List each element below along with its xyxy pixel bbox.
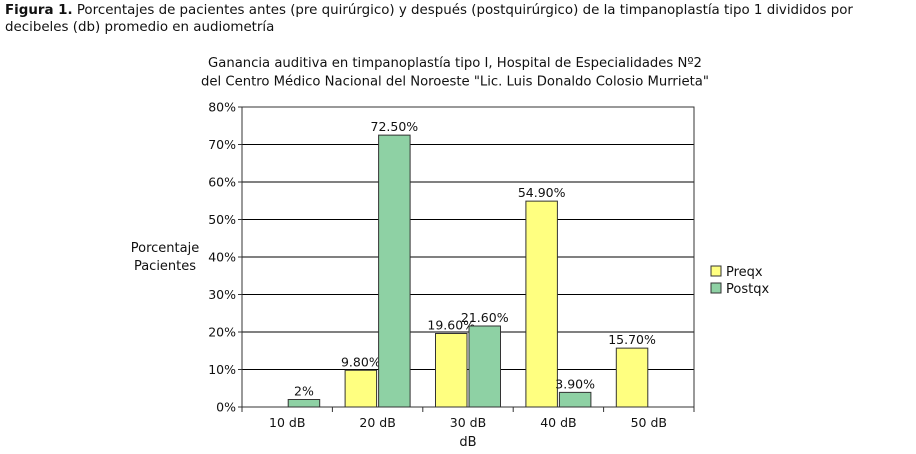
bar-postqx — [468, 325, 501, 408]
bar-preqx — [435, 333, 468, 408]
data-label: 54.90% — [518, 185, 566, 200]
bar-preqx — [344, 369, 378, 408]
y-tick-label: 0% — [216, 400, 236, 415]
x-tick-label: 20 dB — [359, 415, 395, 430]
y-tick-label: 40% — [208, 250, 236, 265]
data-label: 2% — [294, 384, 314, 399]
legend-label-postqx: Postqx — [726, 282, 769, 297]
legend-label-preqx: Preqx — [726, 265, 763, 280]
legend-swatch-postqx — [710, 282, 722, 294]
data-label: 19.60% — [427, 318, 475, 333]
bar-postqx — [287, 399, 321, 408]
bar-preqx — [525, 200, 558, 408]
figure-caption-text: Porcentajes de pacientes antes (pre quir… — [5, 3, 853, 35]
data-label: 9.80% — [341, 354, 381, 369]
data-label: 3.90% — [555, 376, 595, 391]
x-tick-label: 40 dB — [540, 415, 576, 430]
y-tick-label: 80% — [208, 100, 236, 115]
x-tick-label: 30 dB — [450, 415, 486, 430]
y-tick-label: 30% — [208, 287, 236, 302]
x-tick-label: 50 dB — [631, 415, 667, 430]
bar-preqx — [615, 347, 649, 408]
legend-swatch-preqx — [710, 265, 722, 277]
y-tick-label: 20% — [208, 325, 236, 340]
y-tick-label: 10% — [208, 362, 236, 377]
bar-postqx — [558, 391, 592, 408]
data-label: 21.60% — [461, 310, 509, 325]
x-tick-label: 10 dB — [269, 415, 305, 430]
data-label: 15.70% — [608, 332, 656, 347]
figure-label: Figura 1. — [5, 3, 73, 18]
bar-postqx — [378, 134, 411, 408]
y-tick-label: 70% — [208, 137, 236, 152]
x-axis-label: dB — [459, 435, 476, 450]
y-axis-label-line: Pacientes — [134, 259, 196, 274]
figure-caption: Figura 1. Porcentajes de pacientes antes… — [5, 2, 911, 36]
chart-title-line: del Centro Médico Nacional del Noroeste … — [201, 74, 709, 90]
y-tick-label: 60% — [208, 175, 236, 190]
y-axis-label-line: Porcentaje — [131, 241, 199, 256]
data-label: 72.50% — [371, 119, 419, 134]
chart-title-line: Ganancia auditiva en timpanoplastía tipo… — [208, 55, 702, 71]
y-tick-label: 50% — [208, 212, 236, 227]
